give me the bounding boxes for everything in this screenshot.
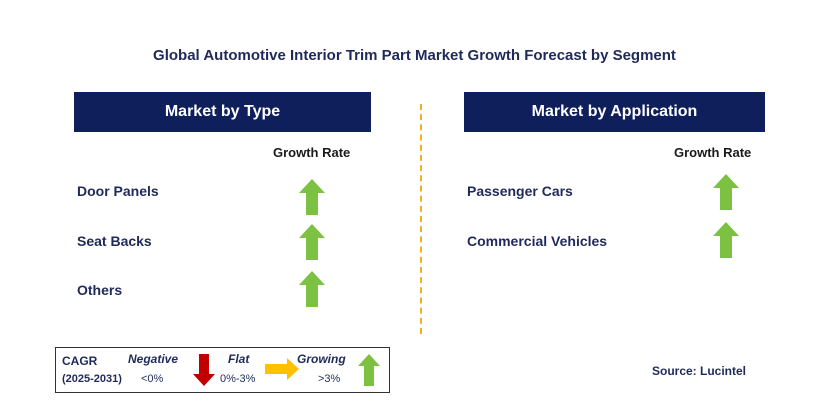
legend-negative-range: <0%: [141, 373, 164, 385]
legend-negative-label: Negative: [128, 352, 179, 366]
chart-title: Global Automotive Interior Trim Part Mar…: [153, 47, 676, 64]
legend-period-label: (2025-2031): [62, 373, 122, 385]
legend-cagr-label: CAGR: [62, 354, 98, 368]
negative-arrow-icon: [193, 354, 215, 386]
legend-flat-range: 0%-3%: [220, 373, 256, 385]
growing-arrow-icon: [299, 179, 325, 215]
application-row-passenger-cars: Passenger Cars: [467, 183, 573, 199]
type-row-seat-backs: Seat Backs: [77, 233, 152, 249]
panel-divider: [420, 104, 422, 334]
legend-growing-range: >3%: [318, 373, 341, 385]
application-growth-rate-label: Growth Rate: [674, 145, 752, 160]
application-row-commercial-vehicles: Commercial Vehicles: [467, 233, 608, 249]
growing-arrow-icon: [299, 224, 325, 260]
legend-flat-label: Flat: [228, 352, 250, 366]
type-row-door-panels: Door Panels: [77, 183, 159, 199]
growing-arrow-icon: [713, 222, 739, 258]
market-by-type-header: Market by Type: [74, 92, 371, 132]
source-label: Source: Lucintel: [652, 364, 747, 378]
growing-arrow-icon: [358, 354, 380, 386]
cagr-legend: CAGR (2025-2031) Negative <0% Flat 0%-3%…: [55, 347, 390, 393]
growing-arrow-icon: [299, 271, 325, 307]
growing-arrow-icon: [713, 174, 739, 210]
flat-arrow-icon: [265, 358, 299, 380]
market-by-application-header: Market by Application: [464, 92, 765, 132]
legend-growing-label: Growing: [297, 352, 346, 366]
type-growth-rate-label: Growth Rate: [273, 145, 351, 160]
type-row-others: Others: [77, 282, 123, 298]
